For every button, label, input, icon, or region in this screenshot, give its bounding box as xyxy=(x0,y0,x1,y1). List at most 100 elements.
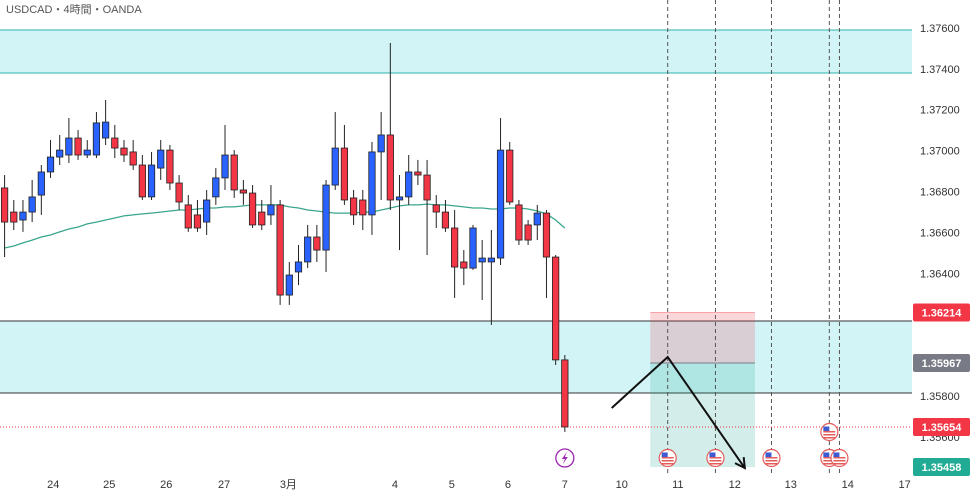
candle-body xyxy=(542,212,551,258)
candle-body xyxy=(331,147,339,186)
candle-body xyxy=(313,236,321,251)
event-icon-canton xyxy=(833,452,840,457)
candle-body xyxy=(405,171,413,198)
event-icon-stripe xyxy=(823,463,836,465)
y-tick-label: 1.37400 xyxy=(920,64,960,76)
candle-body xyxy=(487,257,495,263)
candle-body xyxy=(258,211,266,226)
y-tick-label: 1.36600 xyxy=(920,227,960,239)
y-tick-label: 1.37600 xyxy=(920,23,960,35)
candle-body xyxy=(74,137,82,156)
event-icon-canton xyxy=(661,452,668,457)
candle-body xyxy=(230,154,238,191)
candle-body xyxy=(349,197,358,216)
y-tick-label: 1.35800 xyxy=(920,391,960,403)
price-label-box xyxy=(913,353,970,372)
candle-body xyxy=(102,121,110,139)
event-icon-stripe xyxy=(709,463,722,465)
candle-body xyxy=(267,204,275,216)
candle-body xyxy=(10,211,18,223)
candle-body xyxy=(19,211,27,221)
candle-body xyxy=(46,156,55,173)
x-tick-label: 14 xyxy=(842,479,854,491)
candle-body xyxy=(147,164,156,198)
event-icon-stripe xyxy=(833,463,846,465)
event-icon-canton xyxy=(823,452,830,457)
candle-body xyxy=(56,149,64,158)
price-label: 1.35458 xyxy=(922,462,962,474)
candle-body xyxy=(193,214,202,229)
price-label: 1.35654 xyxy=(922,422,963,434)
mid-layer xyxy=(0,42,569,432)
position-stop-zone xyxy=(650,312,755,363)
candle-body xyxy=(496,149,505,259)
candle-body xyxy=(175,182,183,203)
candle-body xyxy=(239,189,247,194)
event-icon-stripe xyxy=(823,460,836,462)
candle-body xyxy=(561,359,569,428)
zone xyxy=(0,30,912,74)
event-icon-stripe xyxy=(765,460,778,462)
candle-body xyxy=(460,261,468,269)
event-icon-stripe xyxy=(765,463,778,465)
x-tick-label: 10 xyxy=(616,479,628,491)
price-label: 1.36214 xyxy=(922,307,963,319)
candle-body xyxy=(304,236,312,263)
price-label-box xyxy=(913,458,970,477)
candle-body xyxy=(138,164,146,198)
candle-body xyxy=(432,204,440,213)
candle-body xyxy=(377,134,385,153)
candle-body xyxy=(294,261,303,273)
x-tick-label: 17 xyxy=(899,479,911,491)
candle-body xyxy=(533,212,541,226)
y-tick-label: 1.36400 xyxy=(920,268,960,280)
lightning-bolt xyxy=(561,452,568,464)
price-label-box xyxy=(913,303,970,322)
candle-body xyxy=(285,274,293,296)
candle-body xyxy=(203,199,211,223)
front-layer: 1.37600 1.37400 1.37200 1.37000 1.36800 1.366… xyxy=(47,23,970,491)
x-tick-label: 13 xyxy=(785,479,797,491)
x-tick-label: 12 xyxy=(729,479,741,491)
x-tick-label: 6 xyxy=(505,479,511,491)
candle-body xyxy=(386,134,394,201)
candle-body xyxy=(478,257,486,263)
candle-body xyxy=(166,149,174,184)
event-icon-stripe xyxy=(765,457,778,459)
candle-body xyxy=(414,171,422,176)
event-icon-stripe xyxy=(833,460,846,462)
x-tick-label: 4 xyxy=(392,479,398,491)
candle-body xyxy=(157,149,165,169)
chart-title: USDCAD・4時間・OANDA xyxy=(6,3,142,16)
candle-body xyxy=(0,187,9,223)
event-icon-stripe xyxy=(709,457,722,459)
x-tick-label: 11 xyxy=(672,479,683,491)
zone xyxy=(0,321,912,394)
candle-body xyxy=(359,199,367,216)
event-icon-stripe xyxy=(823,434,836,436)
y-tick-label: 1.36800 xyxy=(920,187,960,199)
event-icon-stripe xyxy=(661,460,674,462)
event-icon-stripe xyxy=(661,463,674,465)
candle-body xyxy=(441,211,450,229)
candle-body xyxy=(248,192,257,226)
candle-body xyxy=(212,177,220,198)
x-tick-label: 7 xyxy=(562,479,568,491)
event-icon-stripe xyxy=(823,431,836,433)
candle-body xyxy=(83,149,91,156)
moving-average-line xyxy=(4,203,566,249)
price-label: 1.35967 xyxy=(922,358,962,370)
candle-body xyxy=(28,196,36,213)
event-icon-stripe xyxy=(709,460,722,462)
event-icon-stripe xyxy=(661,457,674,459)
candle-body xyxy=(469,227,477,269)
candle-body xyxy=(552,256,560,361)
price-label-box xyxy=(913,417,970,436)
arrow-head xyxy=(734,457,747,470)
event-icon-stripe xyxy=(833,457,846,459)
candle-body xyxy=(65,137,73,156)
candle-body xyxy=(423,174,431,201)
